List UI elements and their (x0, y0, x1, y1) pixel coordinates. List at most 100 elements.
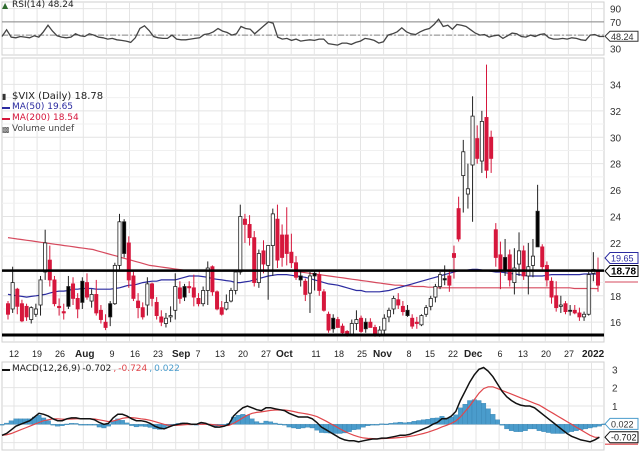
macd-histogram-bar (69, 423, 74, 425)
candle (24, 305, 29, 318)
rsi-line (1, 18, 604, 46)
macd-histogram-bar (277, 423, 283, 425)
macd-histogram-bar (425, 419, 431, 425)
macd-histogram-bar (282, 424, 287, 426)
candle (386, 309, 391, 318)
candle (298, 275, 303, 281)
macd-histogram-bar (550, 424, 556, 434)
candle (335, 319, 340, 328)
svg-text:34: 34 (610, 80, 622, 91)
candle (75, 298, 80, 310)
candle (586, 274, 591, 315)
sep-2: , (149, 364, 153, 374)
macd-histogram-bar (527, 424, 533, 430)
candle (228, 290, 233, 302)
macd-histogram-bar (286, 424, 292, 428)
macd-histogram-bar (124, 422, 130, 425)
macd-histogram-bar (249, 418, 255, 425)
rsi-label: RSI(14) 48.24 (12, 0, 74, 10)
macd-histogram-bar (258, 422, 264, 425)
candle (465, 188, 470, 195)
x-axis-label: 20 (541, 349, 551, 359)
ma50-label: MA(50) 19.65 (12, 102, 74, 112)
macd-histogram-bar (272, 422, 278, 425)
candle (400, 305, 405, 313)
candle (461, 151, 466, 176)
candle (377, 329, 382, 335)
candle (331, 317, 336, 330)
x-axis-label: 18 (334, 349, 344, 359)
candle (558, 304, 563, 307)
rsi-indicator-icon: ▲ (2, 0, 9, 10)
macd-histogram-bar (78, 424, 84, 426)
candle (535, 210, 540, 248)
candle (256, 253, 261, 283)
x-axis-label: 13 (518, 349, 528, 359)
macd-histogram-bar (13, 418, 19, 425)
svg-text:28: 28 (610, 160, 622, 171)
macd-histogram-bar (96, 424, 102, 428)
candle (33, 308, 38, 315)
candle (247, 224, 252, 239)
candle (284, 234, 289, 254)
macd-histogram-bar (0, 424, 5, 426)
macd-histogram-bar (309, 424, 315, 429)
macd-histogram-bar (416, 420, 422, 425)
candle (312, 272, 317, 277)
price-title: $VIX (Daily) 18.78 (12, 91, 104, 102)
macd-histogram-bar (305, 424, 311, 428)
macd-histogram-bar (92, 424, 98, 426)
macd-histogram-bar (106, 424, 111, 427)
candle (140, 307, 145, 318)
svg-text:30: 30 (610, 44, 622, 55)
candle (470, 115, 475, 166)
candle (98, 309, 103, 320)
ma50-swatch (2, 106, 10, 109)
candle (57, 305, 62, 309)
x-axis-label: 26 (55, 349, 65, 359)
candle (521, 250, 526, 277)
candle (289, 251, 294, 264)
candle (196, 298, 201, 305)
candle (131, 275, 136, 299)
candle (396, 299, 401, 306)
macd-histogram-bar (532, 424, 537, 430)
candle (94, 294, 99, 314)
candle (391, 298, 396, 310)
candle (479, 121, 484, 162)
svg-text:1: 1 (612, 402, 618, 413)
macd-histogram-bar (471, 399, 477, 425)
candle (66, 286, 71, 307)
hist-value-tag: 0.022 (611, 419, 634, 429)
candle (154, 301, 159, 316)
ma50-line (7, 268, 598, 298)
candle (424, 307, 429, 315)
hist-value: 0.022 (154, 364, 180, 374)
candle (168, 315, 173, 318)
candle (507, 254, 512, 281)
candle (38, 279, 43, 306)
candle (270, 213, 275, 246)
candle (80, 280, 85, 303)
macd-histogram-bar (295, 424, 301, 429)
rsi-value-tag: 48.24 (611, 32, 634, 42)
candle (224, 301, 229, 310)
candle (89, 294, 94, 302)
candle (71, 283, 76, 299)
svg-text:24: 24 (610, 213, 622, 224)
candle (554, 295, 559, 309)
macd-histogram-bar (64, 423, 70, 425)
candle (266, 245, 271, 266)
candle (512, 267, 517, 283)
macd-histogram-bar (254, 421, 260, 425)
candle (582, 313, 587, 318)
macd-histogram-bar (55, 424, 61, 427)
candle (363, 321, 368, 330)
macd-histogram-bar (587, 424, 593, 429)
macd-swatch (2, 368, 10, 371)
macd-histogram-bar (360, 424, 366, 428)
macd-histogram-bar (522, 424, 528, 431)
candle (182, 286, 187, 298)
macd-histogram-bar (4, 422, 10, 425)
